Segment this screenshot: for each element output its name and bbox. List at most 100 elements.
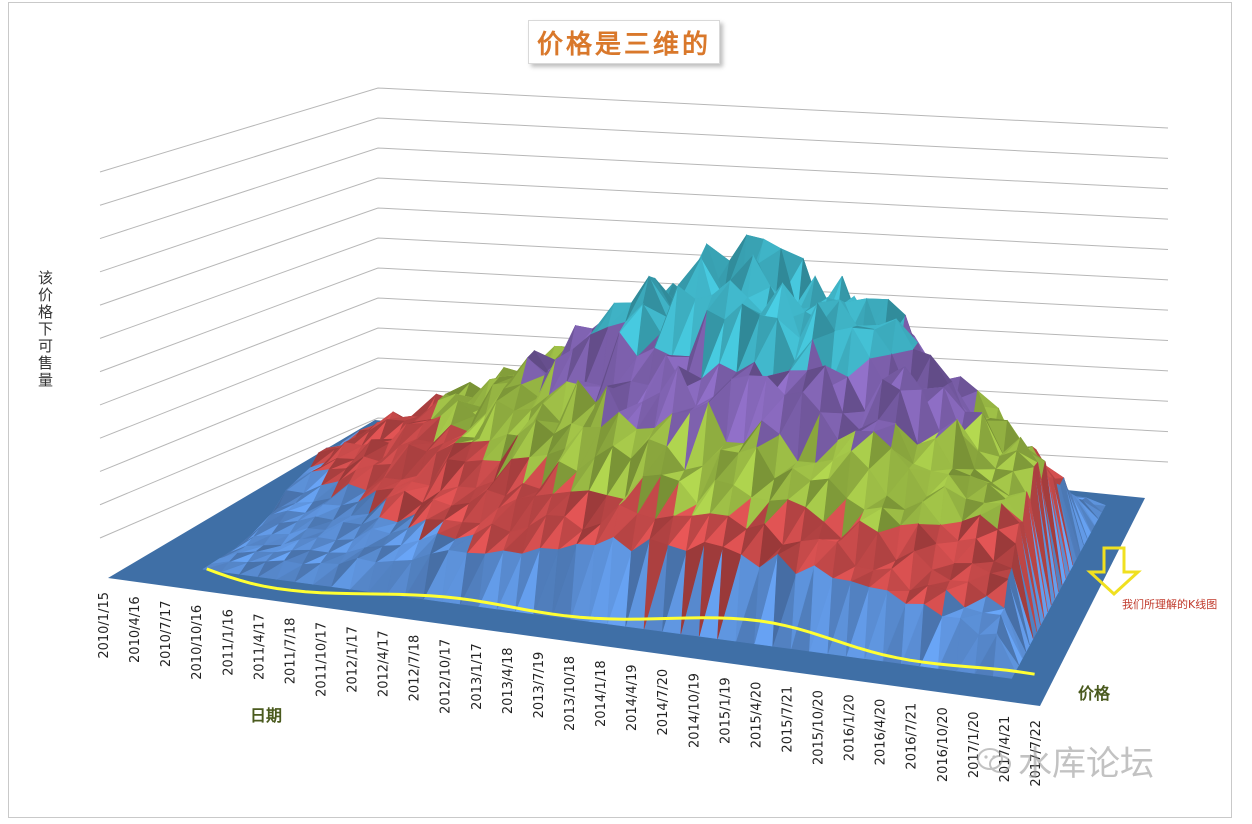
surface-facet <box>301 549 330 566</box>
surface-facet <box>852 325 875 330</box>
surface-facet <box>979 502 1003 516</box>
surface-facet <box>303 469 330 494</box>
surface-facet <box>704 513 729 544</box>
surface-facet <box>429 442 456 486</box>
z-axis-label: 该价格下可售量 <box>36 270 54 389</box>
surface-facet <box>874 318 897 330</box>
gridline <box>99 237 1169 339</box>
surface-facet <box>1012 450 1035 472</box>
surface-facet <box>625 276 650 323</box>
surface-facet <box>295 485 322 504</box>
surface-facet <box>724 279 749 321</box>
surface-facet <box>516 483 542 500</box>
surface-facet <box>527 350 552 378</box>
surface-facet <box>317 522 344 538</box>
surface-facet <box>952 419 975 470</box>
surface-facet <box>956 617 980 672</box>
surface-facet <box>776 541 801 556</box>
x-tick-label: 2010/1/15 <box>97 592 112 659</box>
surface-facet <box>982 595 1006 614</box>
surface-facet <box>283 549 311 562</box>
surface-facet <box>727 484 752 517</box>
surface-facet <box>776 283 801 339</box>
surface-facet <box>751 446 775 498</box>
surface-facet <box>353 517 380 540</box>
surface-facet <box>237 545 264 554</box>
surface-facet <box>1005 491 1027 500</box>
surface-facet <box>684 401 709 471</box>
surface-facet <box>548 348 574 396</box>
surface-facet <box>287 501 314 512</box>
surface-facet <box>594 412 620 458</box>
surface-facet <box>553 380 579 435</box>
surface-facet <box>974 633 998 674</box>
surface-facet <box>471 400 497 444</box>
surface-facet <box>453 436 480 445</box>
surface-facet <box>731 362 755 380</box>
surface-facet <box>935 524 959 544</box>
surface-facet <box>733 446 758 486</box>
surface-facet <box>696 449 721 504</box>
chart-frame <box>8 2 1232 818</box>
surface-facet <box>529 419 555 459</box>
surface-facet <box>373 446 400 466</box>
surface-facet <box>325 515 352 531</box>
surface-facet <box>319 442 346 469</box>
surface-mountain <box>202 234 1106 679</box>
surface-facet <box>383 444 410 479</box>
surface-facet <box>473 507 499 536</box>
surface-facet <box>963 581 987 609</box>
x-tick-label: 2011/1/16 <box>221 609 236 676</box>
surface-facet <box>845 450 870 500</box>
surface-facet <box>908 463 932 472</box>
surface-facet <box>717 546 742 639</box>
surface-facet <box>595 332 620 403</box>
surface-facet <box>433 486 459 500</box>
x-tick-label: 2011/10/17 <box>315 622 330 697</box>
surface-facet <box>818 521 843 540</box>
surface-facet <box>493 434 519 482</box>
surface-facet <box>909 550 933 592</box>
surface-facet <box>654 285 679 349</box>
surface-facet <box>378 419 405 444</box>
surface-facet <box>986 482 1010 497</box>
surface-facet <box>486 459 513 491</box>
surface-facet <box>1029 466 1052 606</box>
surface-facet <box>995 450 1017 470</box>
surface-facet <box>940 485 963 525</box>
surface-facet <box>521 515 547 555</box>
surface-facet <box>484 523 511 555</box>
surface-facet <box>606 445 632 496</box>
surface-facet <box>769 468 793 502</box>
surface-facet <box>571 379 597 425</box>
surface-facet <box>969 468 992 484</box>
surface-facet <box>1001 498 1024 522</box>
surface-facet <box>725 375 750 443</box>
surface-facet <box>320 468 348 487</box>
surface-facet <box>468 384 494 433</box>
x-axis-label: 日期 <box>250 706 283 725</box>
surface-facet <box>973 450 997 470</box>
surface-facet <box>1055 483 1077 559</box>
surface-facet <box>890 422 915 465</box>
surface-facet <box>813 538 838 567</box>
gridline <box>99 177 1169 273</box>
surface-facet <box>566 334 591 382</box>
surface-facet <box>450 400 477 426</box>
surface-facet <box>443 424 470 444</box>
surface-facet <box>498 483 524 509</box>
surface-facet <box>959 607 984 619</box>
surface-facet <box>900 501 923 526</box>
surface-facet <box>545 491 572 517</box>
surface-facet <box>930 437 954 472</box>
x-tick-label: 2013/7/19 <box>532 652 547 719</box>
surface-facet <box>759 523 784 569</box>
surface-facet <box>985 572 1009 597</box>
surface-facet <box>328 458 355 471</box>
watermark: 水库论坛 <box>976 736 1154 785</box>
surface-facet <box>977 412 1001 457</box>
surface-facet <box>800 506 825 543</box>
surface-facet <box>338 547 365 565</box>
surface-facet <box>926 470 950 498</box>
surface-facet <box>686 513 711 552</box>
